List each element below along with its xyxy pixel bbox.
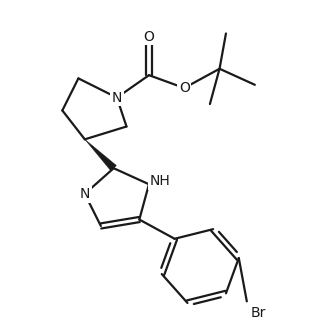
Text: O: O [144,30,154,44]
Text: NH: NH [150,174,171,188]
Text: O: O [179,81,190,95]
Text: N: N [80,187,90,201]
Text: Br: Br [250,306,266,319]
Text: N: N [112,91,122,105]
Polygon shape [85,139,116,171]
